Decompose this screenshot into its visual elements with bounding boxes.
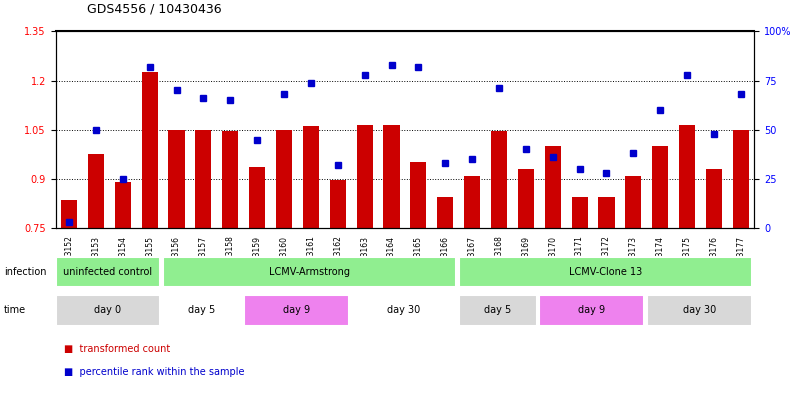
FancyBboxPatch shape [163, 257, 456, 287]
Text: ■  transformed count: ■ transformed count [64, 344, 170, 354]
Bar [410, 162, 426, 228]
Bar [222, 131, 238, 228]
Bar [437, 197, 453, 228]
Text: ■  percentile rank within the sample: ■ percentile rank within the sample [64, 367, 244, 377]
Bar [599, 197, 615, 228]
Text: day 5: day 5 [188, 305, 216, 316]
FancyBboxPatch shape [351, 295, 456, 326]
FancyBboxPatch shape [56, 295, 160, 326]
Bar [303, 127, 319, 228]
Bar [114, 182, 131, 228]
Text: day 30: day 30 [683, 305, 716, 316]
Bar [706, 169, 722, 228]
Text: day 9: day 9 [578, 305, 605, 316]
Bar [88, 154, 104, 228]
Bar [572, 197, 588, 228]
Text: LCMV-Armstrong: LCMV-Armstrong [269, 267, 350, 277]
Bar [249, 167, 265, 228]
Bar [518, 169, 534, 228]
Text: day 30: day 30 [387, 305, 420, 316]
Text: LCMV-Clone 13: LCMV-Clone 13 [569, 267, 642, 277]
FancyBboxPatch shape [56, 257, 160, 287]
Bar [545, 146, 561, 228]
Text: day 5: day 5 [484, 305, 511, 316]
FancyBboxPatch shape [539, 295, 644, 326]
Bar [61, 200, 77, 228]
Bar [168, 130, 184, 228]
Bar [357, 125, 372, 228]
Bar [733, 130, 749, 228]
FancyBboxPatch shape [244, 295, 349, 326]
Bar [626, 176, 642, 228]
Text: time: time [4, 305, 26, 316]
Text: infection: infection [4, 267, 47, 277]
FancyBboxPatch shape [459, 295, 537, 326]
FancyBboxPatch shape [647, 295, 752, 326]
Bar [276, 130, 292, 228]
Bar [384, 125, 399, 228]
Bar [195, 130, 211, 228]
Bar [141, 72, 158, 228]
FancyBboxPatch shape [163, 295, 241, 326]
Bar [330, 180, 346, 228]
Bar [679, 125, 696, 228]
FancyBboxPatch shape [459, 257, 752, 287]
Bar [491, 131, 507, 228]
Bar [464, 176, 480, 228]
Text: GDS4556 / 10430436: GDS4556 / 10430436 [87, 3, 222, 16]
Text: day 9: day 9 [283, 305, 310, 316]
Text: day 0: day 0 [94, 305, 121, 316]
Text: uninfected control: uninfected control [64, 267, 152, 277]
Bar [652, 146, 669, 228]
